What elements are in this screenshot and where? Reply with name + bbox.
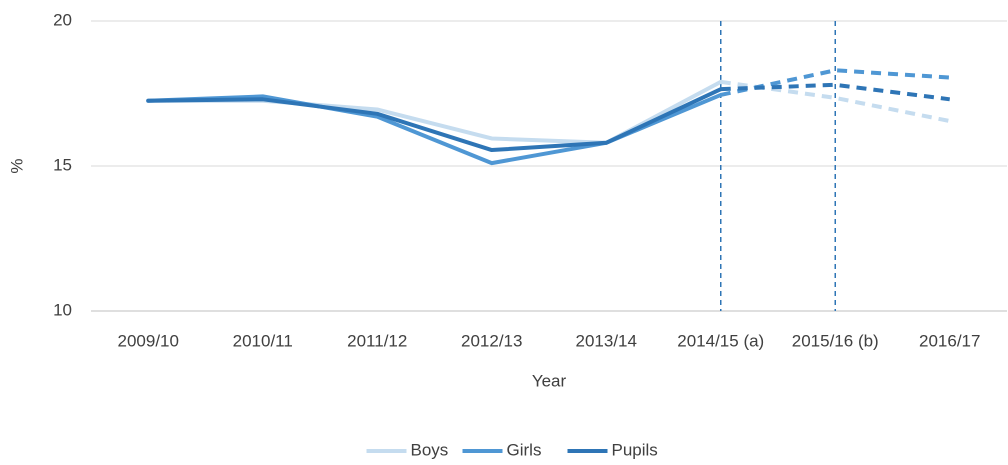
legend-label: Pupils	[612, 440, 658, 459]
x-axis-title: Year	[532, 371, 567, 390]
x-tick-label: 2011/12	[347, 331, 407, 350]
legend-label: Girls	[507, 440, 542, 459]
projected-line	[720, 68, 950, 97]
projected-line	[720, 82, 951, 102]
x-tick-label: 2015/16 (b)	[792, 331, 879, 350]
y-tick-label: 15	[53, 155, 72, 174]
x-tick-label: 2009/10	[118, 331, 179, 350]
y-tick-label: 20	[53, 10, 72, 29]
series-line	[146, 87, 723, 153]
y-axis-title: %	[7, 158, 26, 173]
legend-label: Boys	[411, 440, 449, 459]
y-tick-label: 10	[53, 300, 72, 319]
x-tick-label: 2010/11	[233, 331, 293, 350]
x-tick-label: 2016/17	[919, 331, 980, 350]
x-tick-label: 2014/15 (a)	[677, 331, 764, 350]
x-tick-label: 2012/13	[461, 331, 522, 350]
x-tick-label: 2013/14	[576, 331, 637, 350]
